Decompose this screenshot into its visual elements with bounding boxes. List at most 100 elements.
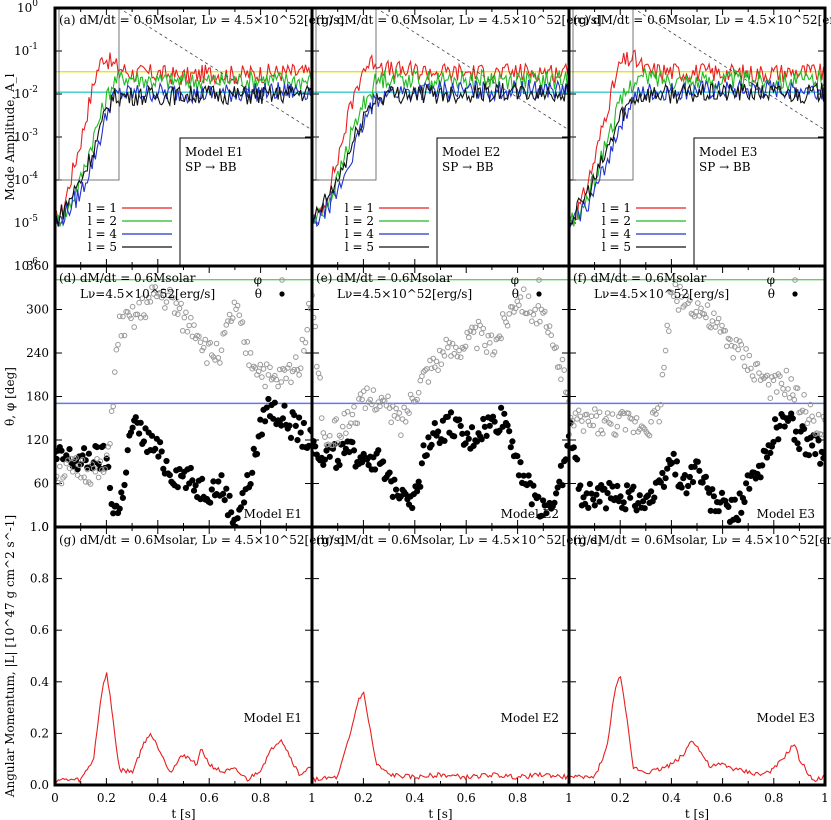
phi-point bbox=[810, 418, 817, 424]
theta-point bbox=[237, 504, 244, 511]
theta-point bbox=[137, 419, 144, 426]
phi-point bbox=[144, 299, 150, 306]
phi-point bbox=[561, 367, 568, 373]
theta-point bbox=[456, 416, 463, 423]
theta-point bbox=[622, 506, 629, 513]
phi-point bbox=[420, 369, 427, 375]
phi-point bbox=[215, 355, 222, 361]
theta-point bbox=[481, 423, 488, 430]
phi-point bbox=[633, 415, 640, 421]
theta-point bbox=[393, 486, 400, 493]
theta-point bbox=[215, 478, 222, 485]
panel-title: (a) dM/dt = 0.6Msolar, Lν = 4.5×10^52[er… bbox=[59, 13, 344, 27]
theta-point bbox=[659, 469, 666, 477]
theta-point bbox=[644, 492, 652, 499]
y-tick-label: 10-6 bbox=[14, 257, 38, 273]
phi-point bbox=[414, 396, 420, 403]
theta-point bbox=[418, 460, 425, 467]
theta-point bbox=[517, 459, 524, 466]
legend-label: l = 5 bbox=[602, 240, 631, 254]
theta-point bbox=[601, 485, 608, 492]
theta-point bbox=[602, 505, 610, 512]
phi-point bbox=[134, 311, 141, 318]
phi-point bbox=[142, 314, 149, 321]
phi-point bbox=[735, 346, 741, 353]
y-tick-label: 10-1 bbox=[14, 42, 38, 58]
phi-point bbox=[228, 318, 234, 324]
theta-point bbox=[234, 515, 241, 522]
theta-point bbox=[166, 472, 173, 479]
phi-point bbox=[761, 375, 767, 382]
phi-point bbox=[304, 326, 311, 333]
phi-point bbox=[327, 432, 333, 439]
theta-point bbox=[683, 490, 690, 497]
theta-point bbox=[326, 453, 333, 460]
phi-point bbox=[670, 293, 677, 300]
panel-title: (g) dM/dt = 0.6Msolar, Lν = 4.5×10^52[er… bbox=[59, 533, 345, 547]
legend-label: l = 4 bbox=[345, 227, 375, 241]
phi-point bbox=[152, 284, 158, 290]
theta-point bbox=[116, 505, 123, 512]
theta-point bbox=[350, 447, 358, 454]
phi-point bbox=[399, 416, 406, 422]
x-tick-label: 0.4 bbox=[148, 791, 167, 805]
phi-point bbox=[441, 353, 448, 359]
theta-point bbox=[746, 485, 753, 492]
phi-point bbox=[617, 410, 624, 417]
theta-point bbox=[187, 464, 194, 472]
phi-point bbox=[76, 462, 82, 469]
phi-point bbox=[435, 367, 441, 374]
phi-point bbox=[226, 311, 233, 318]
theta-point bbox=[710, 493, 718, 500]
phi-point bbox=[178, 300, 184, 307]
theta-point bbox=[694, 458, 701, 465]
legend-theta-marker bbox=[792, 291, 798, 297]
theta-point bbox=[294, 437, 301, 444]
phi-point bbox=[662, 347, 669, 354]
phi-point bbox=[116, 313, 123, 320]
theta-point bbox=[250, 445, 257, 452]
phi-point bbox=[781, 391, 788, 398]
phi-point bbox=[370, 387, 377, 393]
phi-point bbox=[267, 364, 273, 371]
phi-point bbox=[184, 328, 191, 335]
y-axis-label: θ, φ [deg] bbox=[3, 367, 17, 426]
phi-point bbox=[809, 413, 815, 420]
phi-point bbox=[283, 375, 289, 382]
phi-point bbox=[196, 333, 202, 340]
phi-point bbox=[262, 383, 268, 390]
theta-point bbox=[617, 493, 624, 500]
phi-point bbox=[698, 305, 704, 312]
theta-point bbox=[221, 497, 228, 504]
phi-point bbox=[200, 344, 207, 351]
theta-point bbox=[81, 445, 88, 452]
phi-point bbox=[683, 292, 690, 299]
phi-point bbox=[740, 354, 746, 361]
phi-point bbox=[291, 366, 298, 373]
phi-point bbox=[344, 408, 351, 415]
theta-point bbox=[686, 473, 693, 481]
phi-point bbox=[273, 376, 280, 383]
theta-point bbox=[640, 498, 647, 505]
theta-point bbox=[525, 472, 532, 479]
theta-point bbox=[428, 441, 435, 448]
phi-point bbox=[255, 368, 262, 375]
phi-point bbox=[751, 377, 758, 383]
panel-frame bbox=[310, 264, 571, 529]
phi-point bbox=[242, 350, 249, 357]
theta-point bbox=[414, 488, 421, 495]
theta-point bbox=[670, 450, 677, 457]
phi-point bbox=[218, 347, 225, 354]
phi-point bbox=[147, 299, 154, 305]
zoom-connector bbox=[632, 7, 826, 131]
phi-point bbox=[179, 328, 186, 334]
panel-model-label: Model E3 bbox=[757, 507, 815, 521]
y-tick-label: 0.4 bbox=[30, 675, 49, 689]
phi-point bbox=[173, 300, 179, 306]
legend-theta-label: θ bbox=[768, 287, 775, 301]
phi-point bbox=[330, 442, 336, 449]
phi-point bbox=[651, 408, 658, 414]
legend-theta-marker bbox=[536, 291, 542, 297]
phi-point bbox=[70, 469, 76, 475]
phi-point bbox=[393, 405, 399, 412]
